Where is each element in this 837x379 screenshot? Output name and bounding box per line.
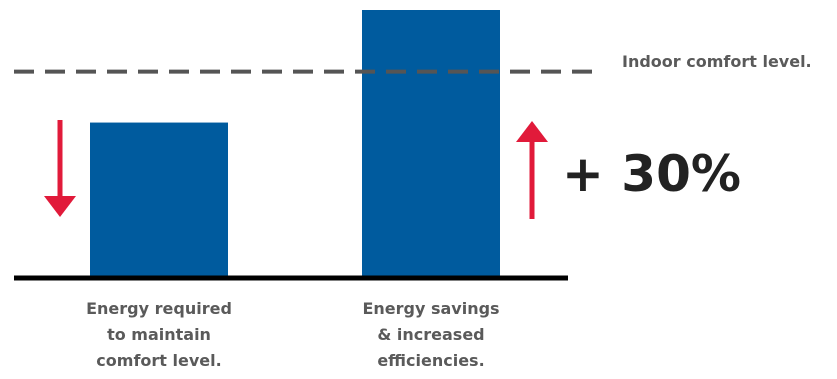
category-label-line: & increased: [377, 325, 485, 344]
down-arrow-head: [44, 196, 76, 217]
category-label-line: to maintain: [107, 325, 211, 344]
bar-2: [362, 10, 500, 278]
category-label-savings: Energy savings & increased efficiencies.: [321, 296, 541, 374]
bar-1: [90, 122, 228, 278]
reference-line-label: Indoor comfort level.: [622, 52, 812, 71]
category-label-line: Energy savings: [362, 299, 500, 318]
category-label-line: efficiencies.: [377, 351, 485, 370]
category-label-line: Energy required: [86, 299, 232, 318]
percent-increase-label: + 30%: [562, 145, 741, 203]
up-arrow-head: [516, 121, 548, 142]
category-label-line: comfort level.: [96, 351, 222, 370]
category-label-required: Energy required to maintain comfort leve…: [49, 296, 269, 374]
